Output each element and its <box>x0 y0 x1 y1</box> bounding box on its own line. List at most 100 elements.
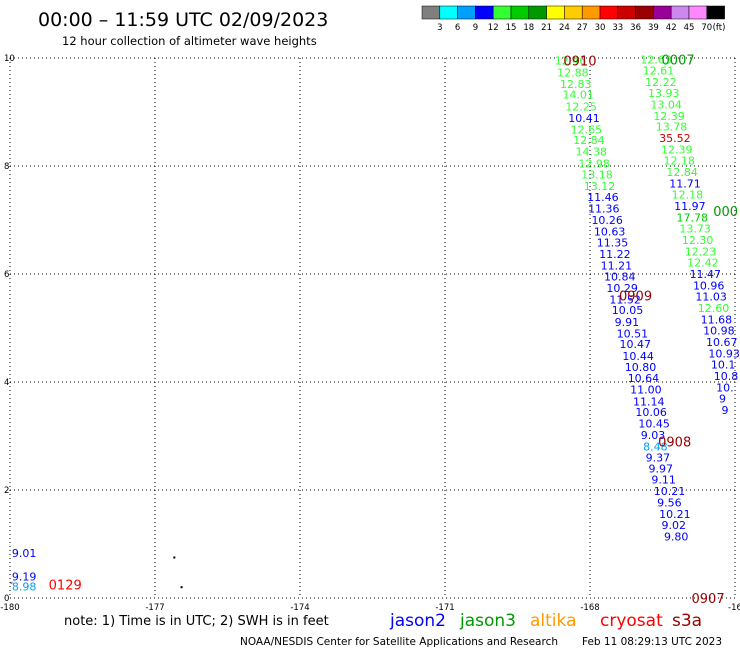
wave-height-point: 13.73 <box>679 223 711 236</box>
wave-height-point: 11.36 <box>588 203 620 216</box>
wave-height-point: 9.37 <box>646 452 671 465</box>
satellite-legend-item: s3a <box>672 611 702 631</box>
wave-height-point: 8.98 <box>12 581 37 594</box>
wave-height-point: 14.38 <box>576 145 608 158</box>
track-time-label: 0907 <box>692 592 725 607</box>
wave-height-point: 10.67 <box>706 336 738 349</box>
legend-unit: (ft) <box>713 23 726 33</box>
wave-height-point: 9 <box>719 393 726 406</box>
wave-height-point: 11.47 <box>690 268 722 281</box>
wave-height-point: 12.98 <box>578 157 610 170</box>
data-mark <box>10 581 13 584</box>
satellite-legend-item: jason3 <box>459 611 516 631</box>
wave-height-point: 35.52 <box>659 132 691 145</box>
y-tick-label: 10 <box>4 54 15 64</box>
legend-label: 36 <box>630 23 641 33</box>
legend-swatch <box>421 5 441 20</box>
legend-swatch <box>457 5 476 20</box>
color-legend: 3 6 9 12 15 18 21 24 27 30 33 36 39 42 45 70 (ft) <box>421 5 726 33</box>
wave-height-point: 9.56 <box>657 496 682 509</box>
track-time-label: 0909 <box>619 290 652 305</box>
wave-height-point: 11.35 <box>597 237 629 250</box>
wave-height-point: 12.84 <box>666 166 698 179</box>
track-time-label: 0908 <box>658 435 691 450</box>
chart-title: 00:00 – 11:59 UTC 02/09/2023 <box>38 9 328 31</box>
y-tick-label: 8 <box>4 162 9 172</box>
wave-height-point: 11.71 <box>669 177 701 190</box>
legend-label: 12 <box>488 23 499 33</box>
wave-height-point: 9.11 <box>651 474 676 487</box>
y-tick-label: 4 <box>4 378 9 388</box>
legend-swatch <box>510 5 530 20</box>
satellite-legend-item: jason2 <box>389 611 446 631</box>
legend-label: 30 <box>595 23 606 33</box>
legend-swatch <box>670 5 690 20</box>
wave-height-point: 10.80 <box>625 361 657 374</box>
legend-swatch <box>706 5 725 20</box>
wave-height-point: 10.41 <box>568 112 600 125</box>
plot-marks <box>10 556 183 589</box>
wave-height-point: 12.65 <box>571 123 603 136</box>
data-mark <box>180 586 183 589</box>
wave-height-point: 11.52 <box>609 293 641 306</box>
legend-swatch <box>492 5 512 20</box>
wave-height-point: 12.42 <box>687 257 719 270</box>
wave-height-point: 10.21 <box>654 485 686 498</box>
wave-height-point: 11.03 <box>695 291 727 304</box>
wave-height-point: 10.93 <box>708 347 740 360</box>
wave-height-point: 10.64 <box>628 372 660 385</box>
wave-height-point: 10.26 <box>591 214 623 227</box>
legend-label: 9 <box>473 23 478 33</box>
wave-height-values: 9.019.198.9812.4612.8812.8314.0112.2510.… <box>12 54 740 594</box>
x-tick-label: -177 <box>145 603 164 613</box>
legend-label: 24 <box>559 23 570 33</box>
wave-height-point: 9.01 <box>12 547 37 560</box>
legend-label: 70 <box>701 23 712 33</box>
wave-height-point: 10.63 <box>594 225 626 238</box>
legend-label: 45 <box>684 23 695 33</box>
wave-height-point: 10.21 <box>659 508 691 521</box>
legend-label: 27 <box>577 23 588 33</box>
wave-height-point: 13.04 <box>650 98 682 111</box>
wave-height-point: 12.60 <box>698 302 730 315</box>
chart-subtitle: 12 hour collection of altimeter wave hei… <box>62 34 317 48</box>
legend-swatch <box>688 5 708 20</box>
wave-height-point: 10.45 <box>638 418 670 431</box>
wave-height-point: 11.46 <box>587 191 619 204</box>
x-tick-label: -171 <box>435 603 454 613</box>
wave-height-point: 9.02 <box>662 519 687 532</box>
legend-swatch <box>581 5 601 20</box>
legend-label: 18 <box>523 23 534 33</box>
y-tick-label: 0 <box>4 594 9 604</box>
x-tick-label: -168 <box>580 603 599 613</box>
legend-swatch <box>599 5 619 20</box>
wave-height-point: 12.18 <box>672 189 704 202</box>
wave-height-point: 12.39 <box>653 110 685 123</box>
legend-swatch <box>564 5 583 20</box>
satellite-legend-item: cryosat <box>600 611 663 631</box>
track-time-label: 0007 <box>662 54 695 69</box>
wave-height-point: 10.96 <box>693 279 725 292</box>
wave-height-point: 10.44 <box>622 350 654 363</box>
wave-height-point: 10.51 <box>617 327 649 340</box>
wave-height-point: 12.88 <box>557 67 589 80</box>
legend-swatch <box>439 5 458 20</box>
generated-timestamp: Feb 11 08:29:13 UTC 2023 <box>582 636 722 648</box>
wave-height-point: 9.91 <box>615 316 640 329</box>
legend-label: 39 <box>648 23 659 33</box>
wave-height-point: 10.29 <box>606 282 638 295</box>
wave-height-point: 9.03 <box>641 429 666 442</box>
y-tick-label: 2 <box>4 486 9 496</box>
wave-height-point: 10.05 <box>612 304 644 317</box>
plot-grid <box>9 57 736 599</box>
legend-swatch <box>546 5 565 20</box>
wave-height-point: 11.97 <box>674 200 706 213</box>
data-mark <box>173 556 176 559</box>
wave-height-point: 12.83 <box>560 78 592 91</box>
x-tick-label: -180 <box>0 603 19 613</box>
wave-height-point: 12.22 <box>645 76 677 89</box>
wave-height-point: 8.48 <box>643 440 668 453</box>
wave-height-point: 10.84 <box>604 271 636 284</box>
wave-height-point: 13.78 <box>656 121 688 134</box>
